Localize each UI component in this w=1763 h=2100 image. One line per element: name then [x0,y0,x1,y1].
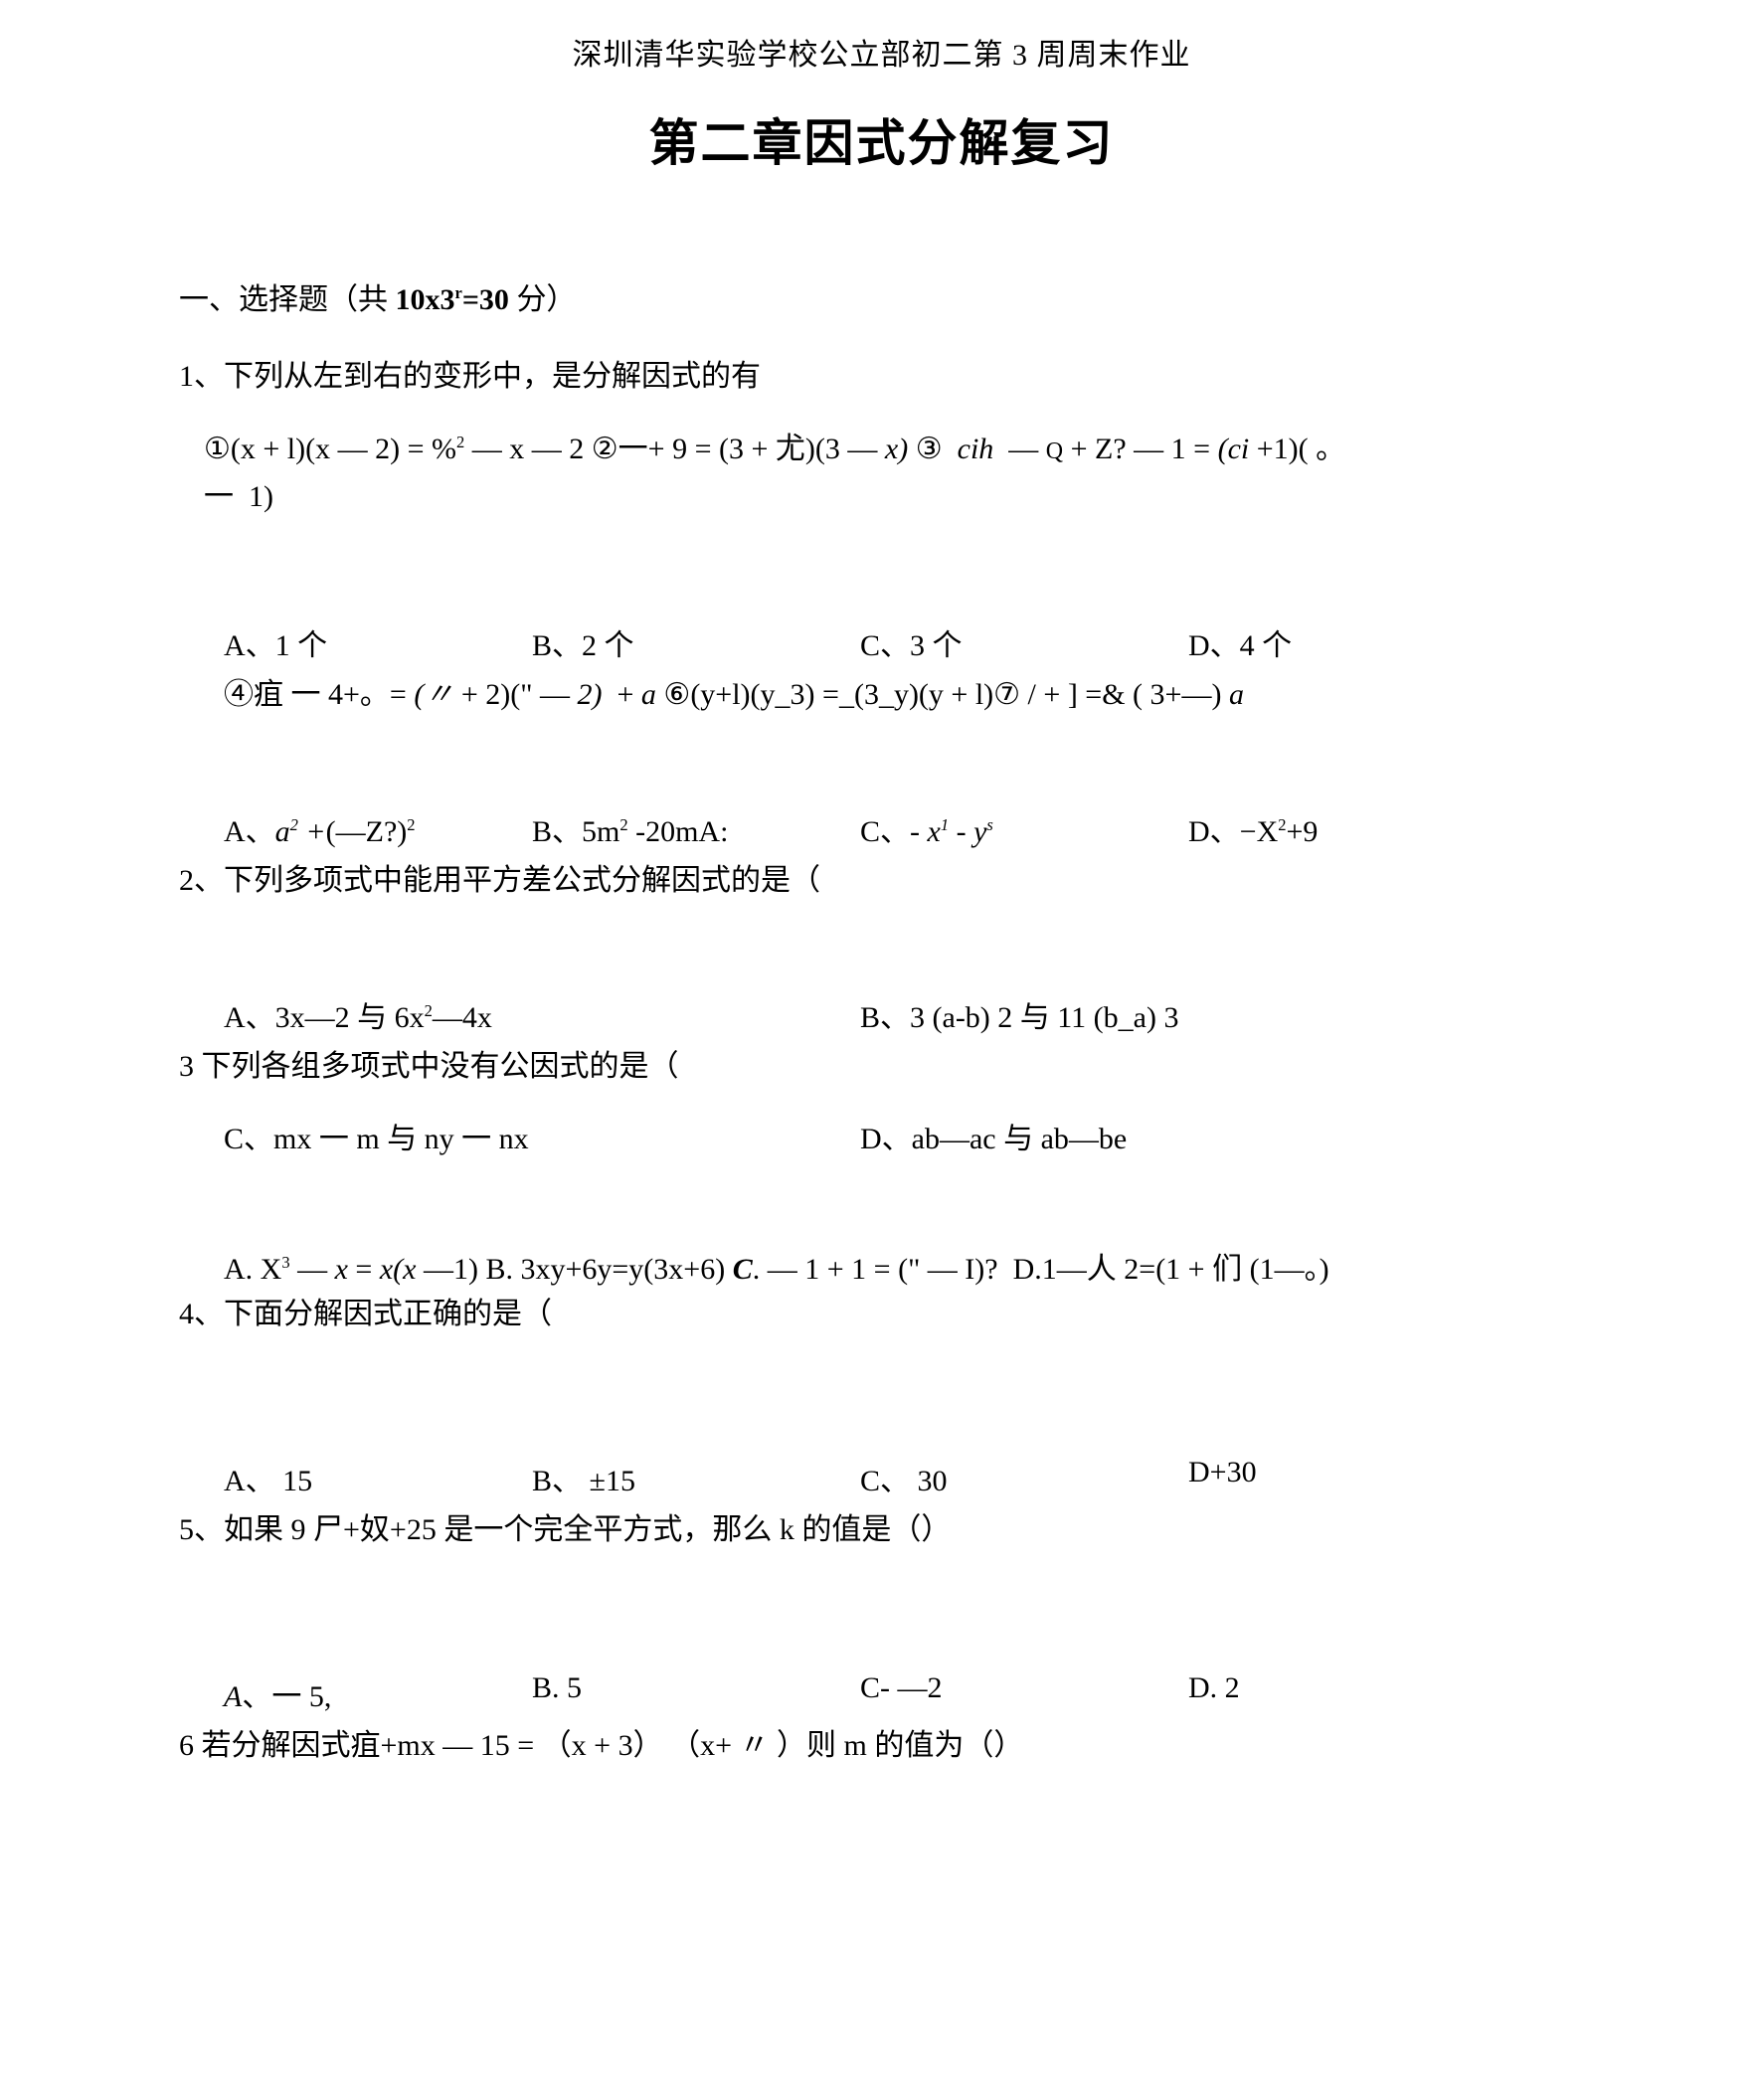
q2-opt-b: B、5m2 -20mA: [532,806,860,850]
q3-text: 3 下列各组多项式中没有公因式的是（ [179,1044,1584,1089]
section-suffix: 分） [509,283,577,316]
q5-opt-a: A、 15 [224,1456,532,1499]
q1-opt-a: A、1 个 [224,620,532,664]
q6-opt-c: C- —2 [860,1671,1188,1715]
question-4: A. X3 — x = x(x —1) B. 3xy+6y=y(3x+6) C.… [179,1247,1584,1336]
question-6: A、一 5, B. 5 C- —2 D. 2 6 若分解因式疽+mx — 15 … [179,1671,1584,1768]
q1-opt-c: C、3 个 [860,620,1188,664]
q6-options: A、一 5, B. 5 C- —2 D. 2 [224,1671,1584,1715]
q5-options: A、 15 B、 ±15 C、 30 D+30 [224,1456,1584,1499]
q2-opt-c: C、- x1 - ys [860,806,1188,850]
q3-opt-c: C、mx 一 m 与 ny 一 nx [224,1114,860,1157]
section-prefix: 一、选择题（共 [179,283,396,316]
q5-opt-c: C、 30 [860,1456,1188,1499]
page-title: 第二章因式分解复习 [179,103,1584,175]
q1-expr: ①(x + l)(x — 2) = %2 — x — 2 ②一+ 9 = (3 … [204,426,1584,521]
q3-opt-d: D、ab—ac 与 ab—be [860,1114,1127,1157]
question-2: A、a2 +(—Z?)2 B、5m2 -20mA: C、- x1 - ys D、… [179,806,1584,903]
q5-text: 5、如果 9 尸+奴+25 是一个完全平方式，那么 k 的值是（） [179,1507,1584,1552]
page-header: 深圳清华实验学校公立部初二第 3 周周末作业 [179,30,1584,74]
q3-opt-b: B、3 (a-b) 2 与 11 (b_a) 3 [860,992,1178,1036]
question-3: A、3x—2 与 6x2—4x B、3 (a-b) 2 与 11 (b_a) 3… [179,992,1584,1157]
q5-opt-d: D+30 [1188,1456,1584,1499]
q6-opt-a: A、一 5, [224,1671,532,1715]
q2-options: A、a2 +(—Z?)2 B、5m2 -20mA: C、- x1 - ys D、… [224,806,1584,850]
section-formula: 10x3r=30 [396,283,509,316]
q1-options-1: A、1 个 B、2 个 C、3 个 D、4 个 [224,620,1584,664]
q5-opt-b: B、 ±15 [532,1456,860,1499]
question-1: 1、下列从左到右的变形中，是分解因式的有 ①(x + l)(x — 2) = %… [179,353,1584,717]
q2-text: 2、下列多项式中能用平方差公式分解因式的是（ [179,858,1584,903]
question-5: A、 15 B、 ±15 C、 30 D+30 5、如果 9 尸+奴+25 是一… [179,1456,1584,1552]
q3-options-1: A、3x—2 与 6x2—4x B、3 (a-b) 2 与 11 (b_a) 3 [224,992,1584,1036]
section-heading: 一、选择题（共 10x3r=30 分） [179,274,1584,318]
q1-text: 1、下列从左到右的变形中，是分解因式的有 [179,353,1584,401]
q2-opt-a: A、a2 +(—Z?)2 [224,806,532,850]
q6-text: 6 若分解因式疽+mx — 15 = （x + 3） （x+ 〃 ）则 m 的值… [179,1723,1584,1768]
q4-options: A. X3 — x = x(x —1) B. 3xy+6y=y(3x+6) C.… [224,1247,1584,1292]
q6-opt-b: B. 5 [532,1671,860,1715]
q1-opt-b: B、2 个 [532,620,860,664]
q1-opt-d: D、4 个 [1188,620,1584,664]
q3-options-2: C、mx 一 m 与 ny 一 nx D、ab—ac 与 ab—be [224,1114,1584,1157]
q1-expr3: ④疽 一 4+。= (〃 + 2)(" — 2) + a ⑥(y+l)(y_3)… [224,672,1584,717]
q6-opt-d: D. 2 [1188,1671,1584,1715]
q4-text: 4、下面分解因式正确的是（ [179,1292,1584,1336]
q3-opt-a: A、3x—2 与 6x2—4x [224,992,860,1036]
q2-opt-d: D、−X2+9 [1188,806,1584,850]
